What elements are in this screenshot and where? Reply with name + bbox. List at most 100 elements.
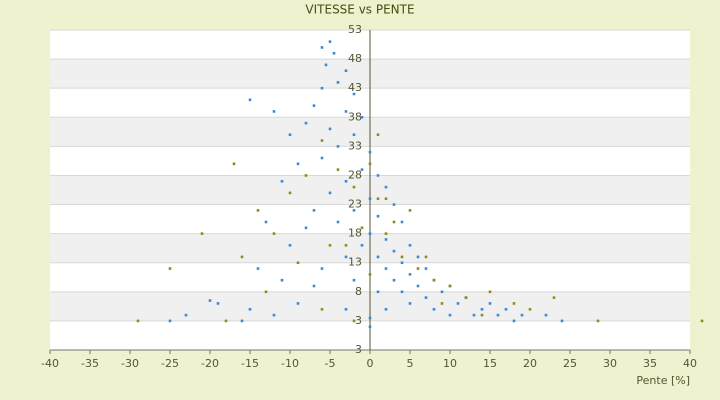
point <box>352 278 356 282</box>
point <box>360 243 364 247</box>
point <box>272 232 276 235</box>
point <box>208 299 212 302</box>
y-tick-label: 3 <box>355 314 362 327</box>
point <box>416 255 420 259</box>
point <box>552 296 556 299</box>
point <box>344 243 348 247</box>
y-tick-label: 18 <box>348 227 362 240</box>
point <box>520 313 524 317</box>
x-tick-label: -5 <box>325 357 336 370</box>
point <box>328 127 332 131</box>
point <box>392 249 396 253</box>
point <box>368 232 372 235</box>
point <box>312 209 316 212</box>
point <box>512 302 516 305</box>
x-tick-label: -15 <box>241 357 259 370</box>
point <box>328 40 332 43</box>
point <box>324 63 328 67</box>
point <box>248 307 252 311</box>
point <box>440 290 444 294</box>
point <box>376 255 380 259</box>
point <box>376 133 380 137</box>
y-tick-label: 23 <box>348 198 362 211</box>
point <box>304 121 308 125</box>
point <box>472 313 476 317</box>
x-tick-label: 0 <box>367 357 374 370</box>
point <box>344 69 348 73</box>
point <box>328 191 332 195</box>
point <box>448 284 452 288</box>
point <box>344 110 348 113</box>
y-tick-label: 8 <box>355 285 362 298</box>
point <box>272 313 276 317</box>
point <box>368 325 372 329</box>
point <box>400 220 404 224</box>
point <box>264 290 268 294</box>
point <box>400 255 404 259</box>
point <box>596 319 600 323</box>
point <box>296 302 300 305</box>
point <box>528 307 532 311</box>
point <box>392 203 396 206</box>
x-tick-label: 30 <box>603 357 617 370</box>
point <box>352 92 356 96</box>
y-tick-label: 43 <box>348 81 362 94</box>
point <box>352 319 356 323</box>
point <box>312 284 316 288</box>
point <box>464 296 468 299</box>
y-tick-label: 48 <box>348 52 362 65</box>
point <box>344 179 348 183</box>
point <box>304 226 308 230</box>
x-axis-label: Pente [%] <box>636 374 690 387</box>
point <box>304 174 308 177</box>
point <box>384 197 388 201</box>
point <box>352 133 356 137</box>
point <box>440 302 444 305</box>
point <box>408 302 412 305</box>
point <box>336 220 340 224</box>
point <box>336 81 340 84</box>
point <box>424 267 428 270</box>
point <box>352 185 356 189</box>
point <box>360 226 364 230</box>
x-tick-label: 10 <box>443 357 457 370</box>
x-tick-label: -40 <box>41 357 59 370</box>
point <box>272 110 276 113</box>
point <box>416 267 420 270</box>
point <box>312 104 316 107</box>
x-tick-label: 15 <box>483 357 497 370</box>
point <box>184 313 188 317</box>
point <box>432 278 436 282</box>
point <box>320 86 324 90</box>
point <box>368 316 372 320</box>
point <box>544 313 548 317</box>
x-tick-label: -30 <box>121 357 139 370</box>
point <box>168 267 172 270</box>
point <box>368 150 372 154</box>
point <box>700 319 704 323</box>
point <box>488 290 492 294</box>
point <box>216 302 220 305</box>
point <box>408 243 412 247</box>
point <box>384 232 388 235</box>
point <box>336 168 340 171</box>
point <box>384 185 388 189</box>
point <box>200 232 204 235</box>
point <box>232 162 236 166</box>
y-tick-label: 28 <box>348 168 362 181</box>
point <box>400 290 404 294</box>
point <box>320 156 324 160</box>
point <box>384 307 388 311</box>
y-tick-label: 13 <box>348 256 362 269</box>
point <box>256 267 260 270</box>
point <box>360 168 364 171</box>
point <box>376 214 380 218</box>
point <box>408 209 412 212</box>
point <box>344 307 348 311</box>
point <box>424 296 428 299</box>
x-tick-label: -35 <box>81 357 99 370</box>
point <box>168 319 172 323</box>
point <box>352 209 356 212</box>
